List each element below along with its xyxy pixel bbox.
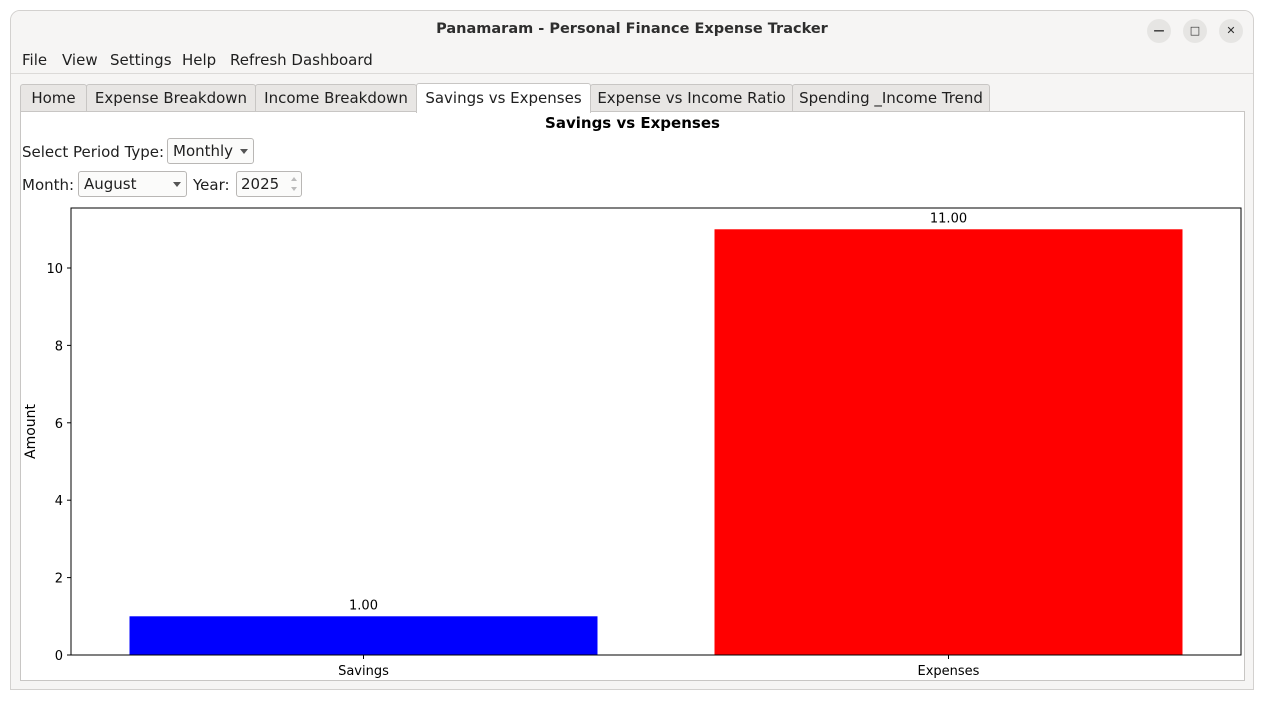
period-type-dropdown[interactable]: Monthly <box>167 138 254 164</box>
bar-value-label: 11.00 <box>930 211 967 226</box>
tab-income-breakdown[interactable]: Income Breakdown <box>255 84 417 111</box>
bar-savings <box>129 616 598 655</box>
y-tick-label: 6 <box>55 417 63 432</box>
menu-refresh-dashboard[interactable]: Refresh Dashboard <box>230 51 373 69</box>
year-label: Year: <box>193 176 230 194</box>
y-tick-label: 10 <box>46 262 63 277</box>
spin-up-icon[interactable] <box>291 177 297 181</box>
plot-frame <box>70 207 1242 656</box>
month-dropdown[interactable]: August <box>78 171 187 197</box>
savings-vs-expenses-panel: Savings vs Expenses Select Period Type: … <box>20 111 1245 681</box>
title-bar[interactable]: Panamaram - Personal Finance Expense Tra… <box>11 11 1253 49</box>
y-tick-label: 0 <box>55 649 63 664</box>
menu-settings[interactable]: Settings <box>110 51 172 69</box>
chevron-down-icon <box>240 149 248 154</box>
bar-expenses <box>714 229 1183 656</box>
close-icon[interactable]: ✕ <box>1219 19 1243 43</box>
month-label: Month: <box>22 176 75 194</box>
panel-title: Savings vs Expenses <box>545 114 720 132</box>
menu-view[interactable]: View <box>62 51 98 69</box>
tab-savings-vs-expenses[interactable]: Savings vs Expenses <box>416 83 591 113</box>
spin-down-icon[interactable] <box>291 187 297 191</box>
savings-expenses-bar-chart: 0 2 4 6 8 10 1.00 Savings 11.00 Expenses Amount <box>23 207 1242 679</box>
tab-expense-breakdown[interactable]: Expense Breakdown <box>86 84 256 111</box>
menu-help[interactable]: Help <box>182 51 217 69</box>
window-title: Panamaram - Personal Finance Expense Tra… <box>436 21 828 37</box>
tab-spending-income-trend[interactable]: Spending _Income Trend <box>792 84 990 111</box>
year-value: 2025 <box>241 175 280 193</box>
menu-bar: File View Settings Help Refresh Dashboar… <box>11 49 1253 74</box>
y-tick-label: 2 <box>55 572 63 587</box>
y-tick-label: 8 <box>55 339 63 354</box>
y-tick-label: 4 <box>55 494 63 509</box>
year-spinbox[interactable]: 2025 <box>236 171 302 197</box>
tab-home[interactable]: Home <box>20 84 87 111</box>
y-axis-label: Amount <box>23 403 39 459</box>
app-window: Panamaram - Personal Finance Expense Tra… <box>10 10 1254 690</box>
x-tick-label: Expenses <box>918 664 980 679</box>
period-type-label: Select Period Type: <box>22 143 165 161</box>
menu-file[interactable]: File <box>22 51 48 69</box>
period-type-value: Monthly <box>173 142 234 160</box>
maximize-icon[interactable]: □ <box>1183 19 1207 43</box>
bar-value-label: 1.00 <box>349 598 378 613</box>
month-value: August <box>84 175 137 193</box>
minimize-icon[interactable]: — <box>1147 19 1171 43</box>
chevron-down-icon <box>173 182 181 187</box>
x-tick-label: Savings <box>338 664 389 679</box>
tab-expense-vs-income-ratio[interactable]: Expense vs Income Ratio <box>590 84 793 111</box>
